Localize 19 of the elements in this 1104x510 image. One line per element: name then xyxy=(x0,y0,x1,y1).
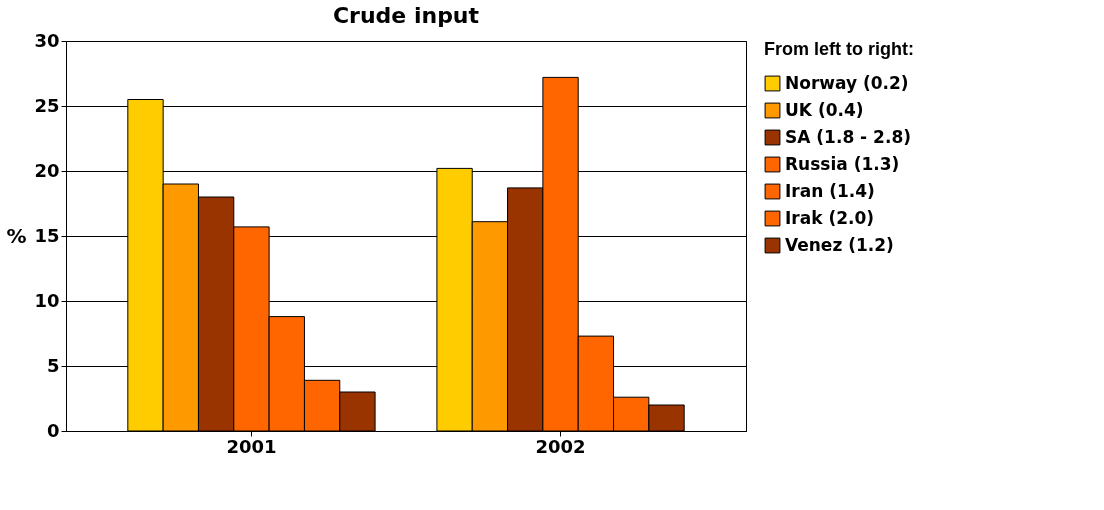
chart-title: Crude input xyxy=(332,3,480,28)
legend-label: UK (0.4) xyxy=(785,99,864,120)
y-tick-label: 15 xyxy=(34,224,60,246)
y-tick-label: 10 xyxy=(34,289,60,311)
x-tick-label: 2002 xyxy=(535,435,586,457)
legend-label: SA (1.8 - 2.8) xyxy=(785,126,911,147)
y-axis-title: % xyxy=(6,223,27,248)
legend-label: Irak (2.0) xyxy=(785,207,875,228)
legend-label: Venez (1.2) xyxy=(785,234,894,255)
legend-title: From left to right: xyxy=(764,39,914,59)
y-tick-label: 30 xyxy=(34,29,60,51)
y-tick-label: 5 xyxy=(46,354,60,376)
legend-label: Russia (1.3) xyxy=(785,153,900,174)
x-tick-label: 2001 xyxy=(226,435,277,457)
y-tick-label: 25 xyxy=(34,94,60,116)
y-tick-label: 20 xyxy=(34,159,60,181)
legend-label: Iran (1.4) xyxy=(785,180,875,201)
legend-label: Norway (0.2) xyxy=(785,72,909,93)
y-tick-label: 0 xyxy=(46,419,60,441)
